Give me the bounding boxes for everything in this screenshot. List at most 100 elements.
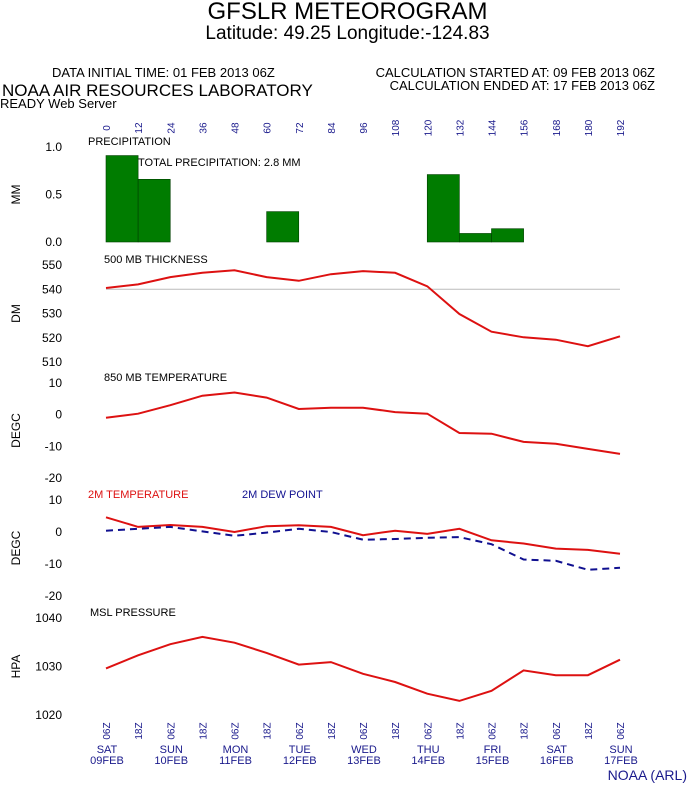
series-line xyxy=(105,391,621,455)
precip-bar xyxy=(426,174,460,243)
time-tick-label: 06Z xyxy=(616,722,627,739)
legend-2m-temperature: 2M TEMPERATURE xyxy=(88,489,188,501)
y-axis-label: DM xyxy=(9,304,23,323)
date-label: 12FEB xyxy=(283,755,317,767)
y-tick-label: -10 xyxy=(45,439,63,453)
date-label: 14FEB xyxy=(411,755,445,767)
time-tick-label: 18Z xyxy=(263,722,274,739)
panel-title: PRECIPITATION xyxy=(88,136,171,148)
top-axis-tick-label: 180 xyxy=(584,119,595,136)
top-axis-tick-label: 12 xyxy=(134,122,145,134)
date-label: 15FEB xyxy=(476,755,510,767)
top-axis-tick-label: 96 xyxy=(359,122,370,134)
day-label: SAT xyxy=(97,744,118,756)
series-line xyxy=(105,516,621,555)
top-axis-tick-label: 108 xyxy=(391,119,402,136)
y-tick-label: -20 xyxy=(45,471,63,485)
y-tick-label: 1040 xyxy=(35,611,62,625)
y-tick-label: 0 xyxy=(55,408,62,422)
y-tick-label: 510 xyxy=(42,355,62,369)
y-tick-label: 0.0 xyxy=(45,235,62,249)
time-tick-label: 06Z xyxy=(552,722,563,739)
day-label: SAT xyxy=(546,744,567,756)
day-label: WED xyxy=(351,744,377,756)
y-tick-label: 520 xyxy=(42,331,62,345)
day-label: FRI xyxy=(484,744,502,756)
precip-bar xyxy=(491,228,524,243)
panel-title: MSL PRESSURE xyxy=(90,607,176,619)
dew-point-line xyxy=(105,525,621,571)
date-label: 13FEB xyxy=(347,755,381,767)
precip-bar xyxy=(105,155,139,243)
precip-bar xyxy=(266,211,300,243)
day-label: SUN xyxy=(609,744,632,756)
time-tick-label: 18Z xyxy=(391,722,402,739)
y-tick-label: 550 xyxy=(42,258,62,272)
time-tick-label: 06Z xyxy=(295,722,306,739)
time-tick-label: 18Z xyxy=(455,722,466,739)
y-tick-label: -10 xyxy=(45,557,63,571)
day-label: SUN xyxy=(160,744,183,756)
chart-title: GFSLR METEOROGRAM xyxy=(207,0,488,25)
time-tick-label: 18Z xyxy=(584,722,595,739)
y-tick-label: 1.0 xyxy=(45,140,62,154)
calculation-started: CALCULATION STARTED AT: 09 FEB 2013 06Z xyxy=(375,65,655,80)
series-line xyxy=(105,269,621,348)
y-tick-label: 1030 xyxy=(35,660,62,674)
day-label: MON xyxy=(223,744,249,756)
top-axis-tick-label: 24 xyxy=(166,122,177,134)
y-axis-label: HPA xyxy=(9,655,23,679)
top-axis-tick-label: 60 xyxy=(263,122,274,134)
time-tick-label: 06Z xyxy=(231,722,242,739)
y-tick-label: 10 xyxy=(49,493,63,507)
lab-name: NOAA AIR RESOURCES LABORATORY xyxy=(2,81,313,100)
total-precip-annotation: TOTAL PRECIPITATION: 2.8 MM xyxy=(138,157,301,169)
date-label: 11FEB xyxy=(219,755,252,767)
date-label: 16FEB xyxy=(540,755,574,767)
y-tick-label: 0 xyxy=(55,525,62,539)
day-label: THU xyxy=(417,744,440,756)
top-axis-tick-label: 120 xyxy=(423,119,434,136)
time-tick-label: 18Z xyxy=(134,722,145,739)
y-tick-label: 1020 xyxy=(35,708,62,722)
top-axis-tick-label: 156 xyxy=(520,119,531,136)
top-axis-tick-label: 168 xyxy=(552,119,563,136)
time-tick-label: 18Z xyxy=(520,722,531,739)
calculation-ended: CALCULATION ENDED AT: 17 FEB 2013 06Z xyxy=(389,78,655,93)
precip-bar xyxy=(137,179,171,243)
server-name: READY Web Server xyxy=(0,96,117,111)
top-axis-tick-label: 36 xyxy=(198,122,209,134)
time-tick-label: 18Z xyxy=(327,722,338,739)
location-subtitle: Latitude: 49.25 Longitude:-124.83 xyxy=(205,23,490,44)
time-tick-label: 06Z xyxy=(423,722,434,739)
legend-2m-dew-point: 2M DEW POINT xyxy=(242,489,323,501)
y-tick-label: 540 xyxy=(42,282,62,296)
time-tick-label: 06Z xyxy=(102,722,113,739)
time-tick-label: 18Z xyxy=(198,722,209,739)
y-tick-label: 530 xyxy=(42,307,62,321)
date-label: 10FEB xyxy=(154,755,188,767)
top-axis-tick-label: 144 xyxy=(488,119,499,136)
date-label: 09FEB xyxy=(90,755,124,767)
y-axis-label: DEGC xyxy=(9,413,23,448)
series-line xyxy=(105,635,621,702)
top-axis-tick-label: 192 xyxy=(616,119,627,136)
y-axis-label: MM xyxy=(9,185,23,205)
date-label: 17FEB xyxy=(604,755,638,767)
data-initial-time: DATA INITIAL TIME: 01 FEB 2013 06Z xyxy=(52,65,275,80)
panel-title: 850 MB TEMPERATURE xyxy=(104,372,227,384)
time-tick-label: 06Z xyxy=(488,722,499,739)
noaa-credit: NOAA (ARL) xyxy=(607,767,687,783)
y-tick-label: 0.5 xyxy=(45,188,62,202)
day-label: TUE xyxy=(289,744,311,756)
y-axis-label: DEGC xyxy=(9,530,23,565)
top-axis-tick-label: 48 xyxy=(231,122,242,134)
panel-title: 500 MB THICKNESS xyxy=(104,254,208,266)
precip-bar xyxy=(459,233,492,243)
time-tick-label: 06Z xyxy=(359,722,370,739)
top-axis-tick-label: 0 xyxy=(102,125,113,131)
top-axis-tick-label: 84 xyxy=(327,122,338,134)
y-tick-label: 10 xyxy=(49,376,63,390)
y-tick-label: -20 xyxy=(45,589,63,603)
